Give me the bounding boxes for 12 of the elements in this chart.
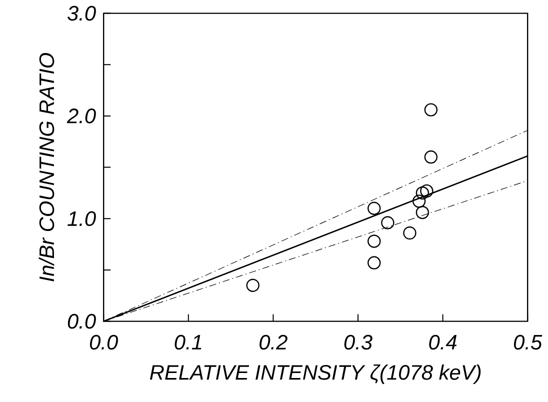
x-tick-label: 0.3 xyxy=(344,334,372,350)
x-tick-label: 0.0 xyxy=(90,334,118,350)
y-tick-label: 3.0 xyxy=(67,6,96,21)
x-axis-title: RELATIVE INTENSITY ζ(1078 keV) xyxy=(150,364,481,384)
y-axis-title: In/Br COUNTING RATIO xyxy=(38,52,54,282)
x-tick-label: 0.1 xyxy=(174,334,202,350)
y-tick-label: 0.0 xyxy=(68,314,96,329)
y-tick-label: 2.0 xyxy=(66,108,96,124)
x-tick-label: 0.2 xyxy=(260,334,288,350)
x-tick-label: 0.5 xyxy=(514,334,542,350)
x-tick-label: 0.4 xyxy=(429,334,457,350)
y-tick-label: 1.0 xyxy=(68,211,96,226)
